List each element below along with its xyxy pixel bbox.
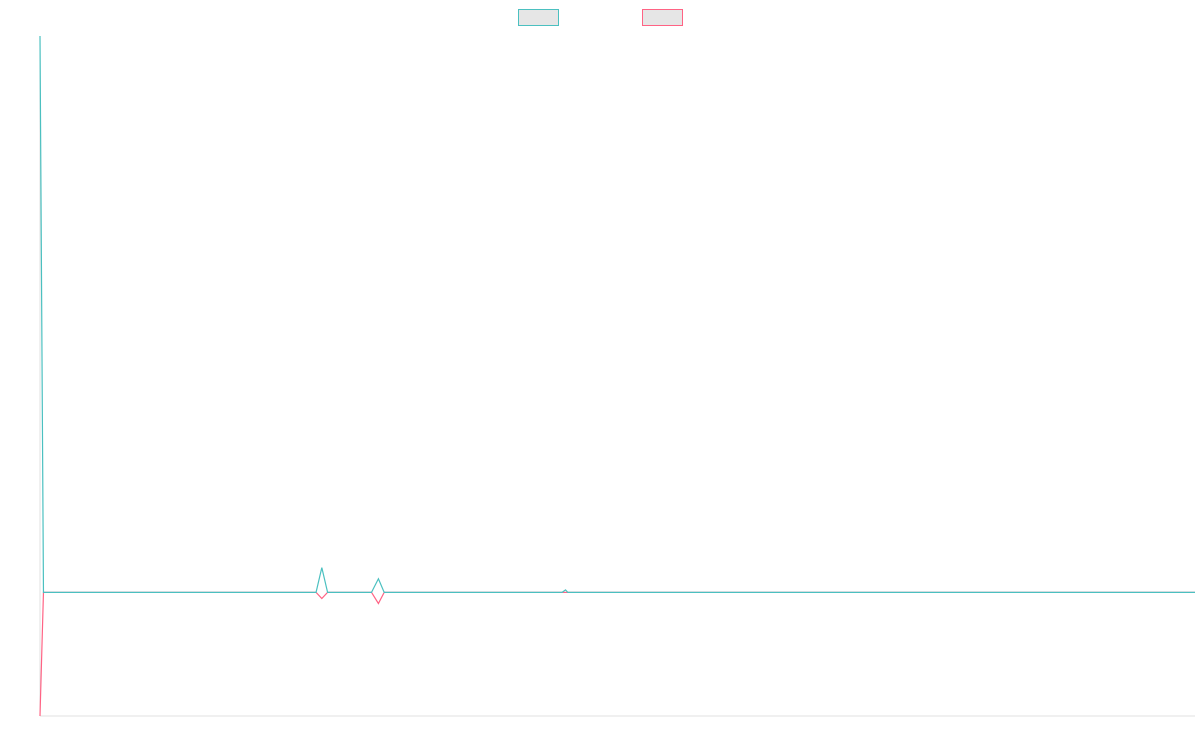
series-line: [39, 591, 1195, 717]
legend-swatch: [642, 9, 683, 26]
series-line: [39, 35, 1195, 593]
legend-swatch: [518, 9, 559, 26]
